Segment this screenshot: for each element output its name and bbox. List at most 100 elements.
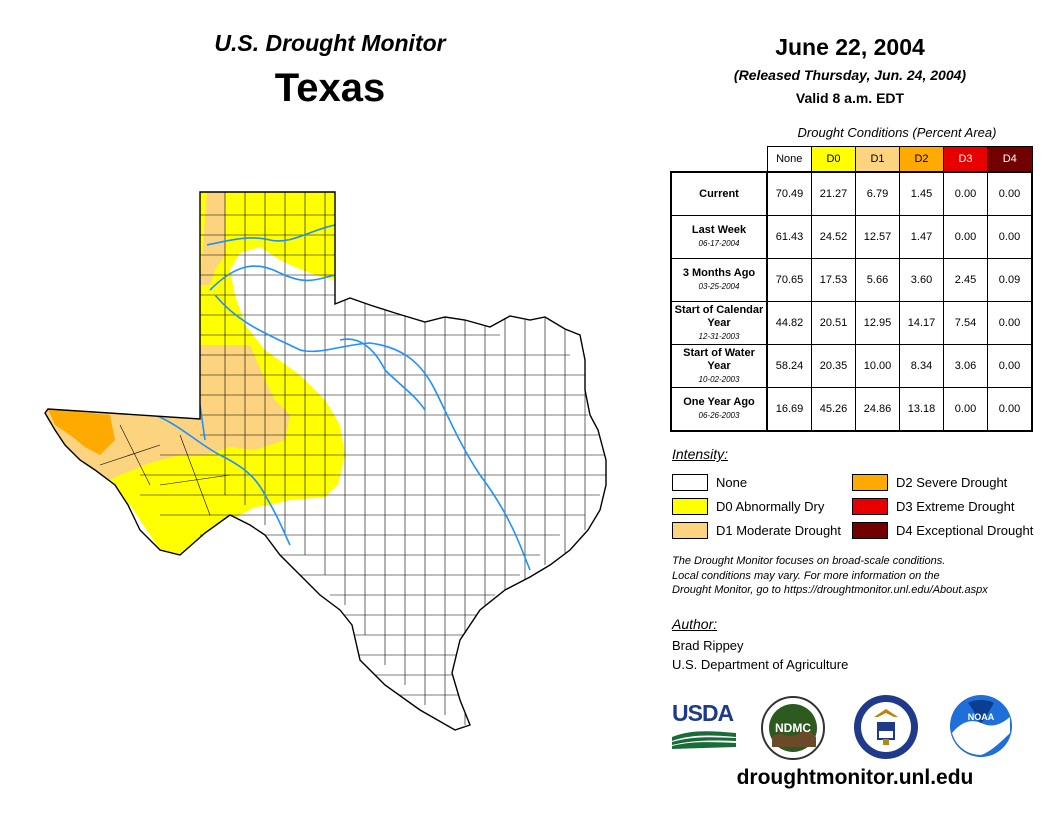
table-cell: 0.00 — [987, 215, 1033, 259]
table-row: 3 Months Ago 03-25-2004 70.65 17.53 5.66 … — [670, 258, 1033, 302]
table-cell: 21.27 — [811, 171, 856, 216]
legend-swatch — [852, 473, 888, 491]
table-cell: 12.57 — [855, 215, 900, 259]
table-cell: 7.54 — [943, 301, 988, 345]
legend-swatch — [852, 497, 888, 515]
table-cell: 3.06 — [943, 344, 988, 388]
ndmc-logo: NDMC — [761, 696, 825, 760]
table-cell: 13.18 — [899, 387, 944, 432]
valid-time: Valid 8 a.m. EDT — [795, 90, 905, 106]
legend-label: D1 Moderate Drought — [716, 522, 842, 538]
table-cell: 70.65 — [766, 258, 812, 302]
website-link[interactable]: droughtmonitor.unl.edu — [736, 766, 974, 789]
rivers — [154, 224, 531, 571]
table-row: Last Week 06-17-2004 61.43 24.52 12.57 1.… — [670, 215, 1033, 259]
table-cell: 1.47 — [899, 215, 944, 259]
table-cell: 0.00 — [943, 387, 988, 432]
table-cell: 0.00 — [987, 171, 1033, 216]
legend-label: None — [716, 474, 748, 490]
legend-swatch — [852, 521, 888, 539]
table-cell: 24.86 — [855, 387, 900, 432]
conditions-title: Drought Conditions (Percent Area) — [797, 125, 997, 140]
table-cell: 6.79 — [855, 171, 900, 216]
d1-region-west — [45, 345, 290, 485]
table-cell: 45.26 — [811, 387, 856, 432]
row-label: Start of Calendar Year 12-31-2003 — [670, 301, 768, 345]
row-label: Last Week 06-17-2004 — [670, 215, 768, 259]
legend-item-d1: D1 Moderate Drought — [672, 518, 841, 542]
table-row: Current 70.49 21.27 6.79 1.45 0.00 0.00 — [670, 171, 1033, 216]
table-cell: 24.52 — [811, 215, 856, 259]
release-date: (Released Thursday, Jun. 24, 2004) — [733, 67, 967, 83]
table-cell: 0.00 — [943, 171, 988, 216]
state-border — [44, 191, 607, 731]
table-cell: 0.09 — [987, 258, 1033, 302]
col-header-d0: D0 — [811, 146, 856, 173]
note-line[interactable]: Drought Monitor, go to https://droughtmo… — [672, 584, 988, 596]
col-header-d4: D4 — [987, 146, 1033, 173]
noaa-logo-text: NOAA — [968, 712, 995, 722]
texas-drought-map — [44, 191, 607, 731]
table-cell: 0.00 — [987, 387, 1033, 432]
usda-logo-text: USDA — [672, 700, 734, 726]
table-row: Start of Calendar Year 12-31-2003 44.82 2… — [670, 301, 1033, 345]
legend-swatch — [672, 497, 708, 515]
table-cell: 3.60 — [899, 258, 944, 302]
legend-item-none: None — [672, 470, 841, 494]
table-cell: 20.51 — [811, 301, 856, 345]
map-title: U.S. Drought Monitor — [214, 30, 446, 56]
row-label: 3 Months Ago 03-25-2004 — [670, 258, 768, 302]
legend-title: Intensity: — [672, 446, 729, 462]
commerce-seal-icon — [854, 695, 918, 759]
col-header-d2: D2 — [899, 146, 944, 173]
legend-label: D2 Severe Drought — [896, 474, 1008, 490]
legend-label: D3 Extreme Drought — [896, 498, 1015, 514]
table-cell: 17.53 — [811, 258, 856, 302]
table-cell: 70.49 — [766, 171, 812, 216]
table-cell: 58.24 — [766, 344, 812, 388]
table-cell: 0.00 — [987, 344, 1033, 388]
table-cell: 0.00 — [943, 215, 988, 259]
row-label: Current — [670, 171, 768, 216]
table-cell: 12.95 — [855, 301, 900, 345]
usda-logo: USDA — [672, 700, 736, 750]
table-cell: 44.82 — [766, 301, 812, 345]
author-org: U.S. Department of Agriculture — [672, 657, 849, 672]
legend-item-d4: D4 Exceptional Drought — [852, 518, 1033, 542]
drought-conditions-table: None D0 D1 D2 D3 D4 Current 70.49 21.27 … — [670, 146, 1033, 432]
table-cell: 16.69 — [766, 387, 812, 432]
county-lines — [99, 192, 606, 725]
legend-column-right: D2 Severe Drought D3 Extreme Drought D4 … — [852, 470, 1033, 542]
map-date: June 22, 2004 — [775, 34, 925, 60]
region-title: Texas — [274, 66, 386, 110]
ndmc-logo-text: NDMC — [775, 721, 811, 735]
author-name: Brad Rippey — [672, 638, 744, 653]
info-note: The Drought Monitor focuses on broad-sca… — [672, 554, 1042, 598]
row-label: Start of Water Year 10-02-2003 — [670, 344, 768, 388]
legend-label: D4 Exceptional Drought — [896, 522, 1034, 538]
table-row: One Year Ago 06-26-2003 16.69 45.26 24.86… — [670, 387, 1033, 432]
legend-swatch — [672, 473, 708, 491]
table-cell: 20.35 — [811, 344, 856, 388]
col-header-d1: D1 — [855, 146, 900, 173]
legend-item-d3: D3 Extreme Drought — [852, 494, 1033, 518]
note-line: The Drought Monitor focuses on broad-sca… — [672, 555, 946, 567]
note-line: Local conditions may vary. For more info… — [672, 569, 940, 582]
table-cell: 61.43 — [766, 215, 812, 259]
noaa-logo: NOAA — [950, 695, 1012, 757]
legend-item-d0: D0 Abnormally Dry — [672, 494, 841, 518]
legend-swatch — [672, 521, 708, 539]
table-cell: 14.17 — [899, 301, 944, 345]
table-cell: 2.45 — [943, 258, 988, 302]
legend-column-left: None D0 Abnormally Dry D1 Moderate Droug… — [672, 470, 841, 542]
usda-hills-icon — [672, 731, 736, 749]
table-corner — [671, 147, 767, 173]
table-cell: 5.66 — [855, 258, 900, 302]
row-label: One Year Ago 06-26-2003 — [670, 387, 768, 432]
col-header-d3: D3 — [943, 146, 988, 173]
table-cell: 8.34 — [899, 344, 944, 388]
table-cell: 10.00 — [855, 344, 900, 388]
legend-item-d2: D2 Severe Drought — [852, 470, 1033, 494]
table-row: Start of Water Year 10-02-2003 58.24 20.3… — [670, 344, 1033, 388]
table-cell: 1.45 — [899, 171, 944, 216]
